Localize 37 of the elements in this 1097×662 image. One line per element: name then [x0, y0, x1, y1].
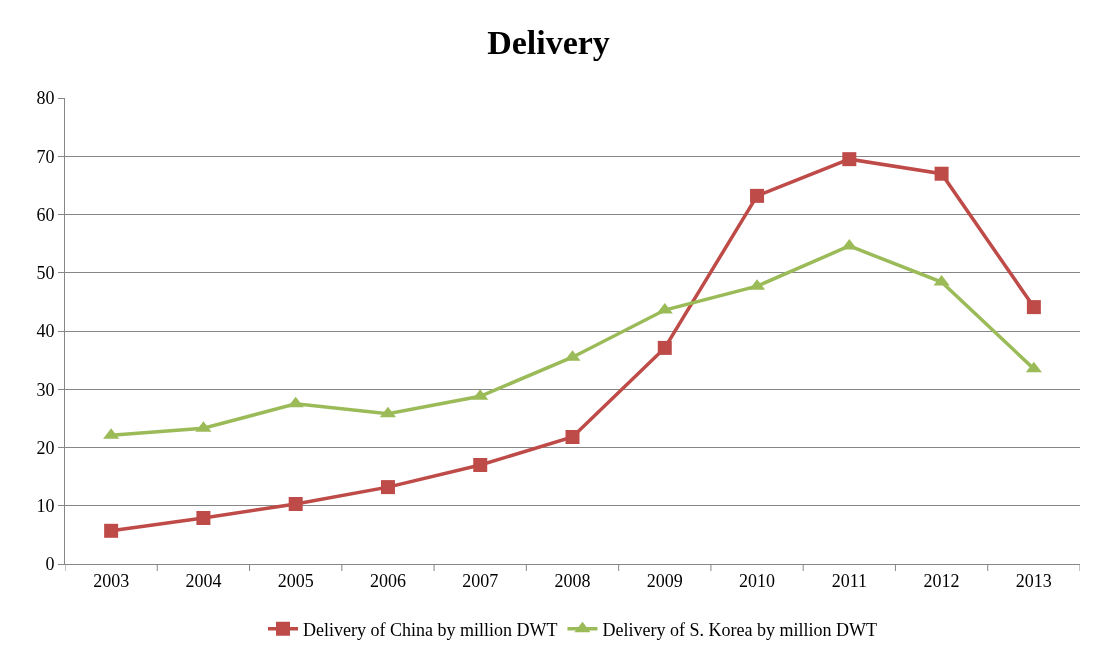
y-tick-label: 50	[36, 263, 55, 284]
x-tick-label: 2003	[93, 570, 130, 591]
point	[565, 430, 580, 445]
y-tick-label: 80	[36, 88, 55, 109]
x-tick-label: 2013	[1015, 570, 1052, 591]
point	[657, 340, 672, 355]
point	[473, 457, 488, 472]
chart-title: Delivery	[487, 23, 610, 61]
y-tick-label: 40	[36, 321, 55, 342]
y-tick-label: 10	[36, 496, 55, 517]
x-tick-label: 2009	[646, 570, 683, 591]
point	[1026, 300, 1041, 315]
x-tick-label: 2004	[185, 570, 222, 591]
legend-label: Delivery of China by million DWT	[303, 619, 558, 640]
y-tick-label: 30	[36, 379, 55, 400]
x-tick-label: 2012	[923, 570, 960, 591]
x-tick-label: 2006	[369, 570, 406, 591]
x-tick-label: 2008	[554, 570, 591, 591]
point	[196, 510, 211, 525]
y-tick-label: 0	[45, 554, 55, 575]
legend-label: Delivery of S. Korea by million DWT	[602, 619, 877, 640]
y-tick-label: 20	[36, 437, 55, 458]
x-tick-label: 2010	[739, 570, 776, 591]
point	[750, 188, 765, 203]
point	[1025, 361, 1042, 373]
x-tick-label: 2011	[831, 570, 867, 591]
y-tick-label: 70	[36, 146, 55, 167]
x-tick-label: 2005	[277, 570, 314, 591]
point	[380, 480, 395, 495]
point	[841, 238, 858, 250]
point	[288, 497, 303, 511]
y-tick-label: 60	[36, 204, 55, 225]
point	[104, 523, 119, 538]
x-tick-label: 2007	[462, 570, 499, 591]
point	[287, 396, 304, 408]
point	[842, 152, 857, 167]
point	[934, 166, 949, 181]
